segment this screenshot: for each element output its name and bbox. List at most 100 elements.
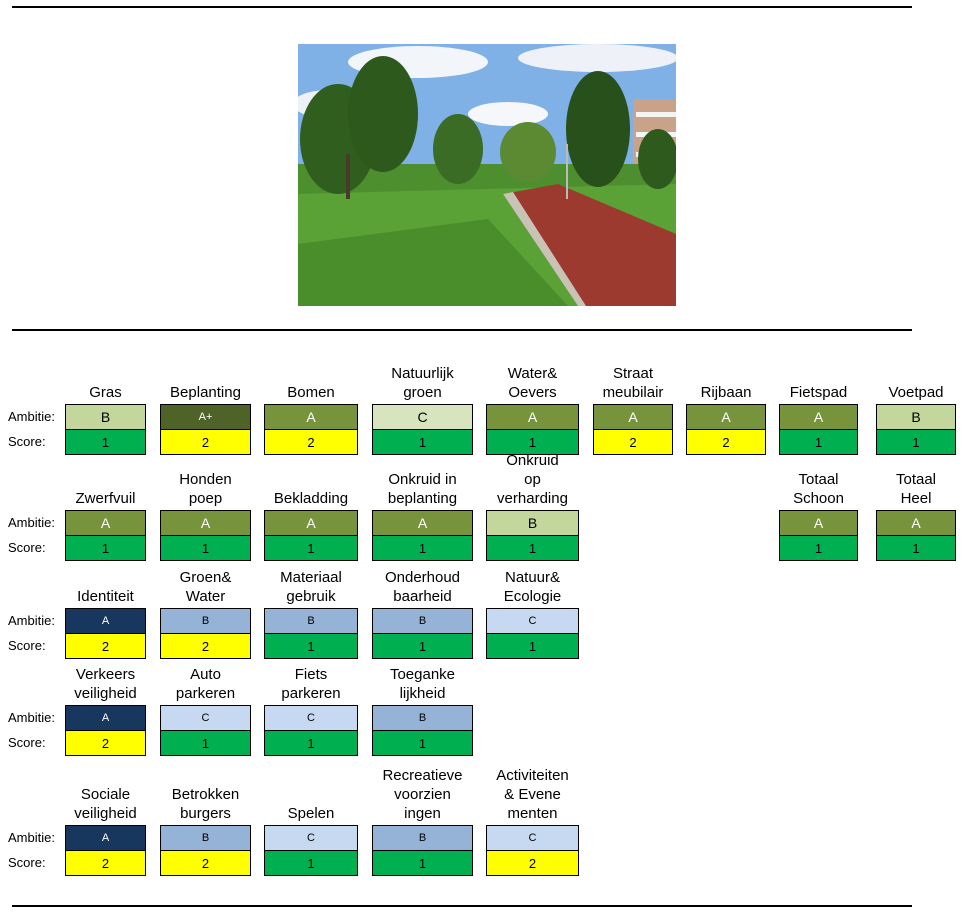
indicator-label-water-oevers: Water& Oevers [507,365,558,401]
indicator-label-bekladding: Bekladding [273,490,349,507]
score-cell-groen-water: 2 [160,633,251,659]
indicator-label-voetpad: Voetpad [888,384,944,401]
ambitie-cell-fiets-parkeren: C [264,705,358,731]
score-row-label: Score: [8,638,46,653]
score-cell-zwerfvuil: 1 [65,535,146,561]
score-cell-gras: 1 [65,429,146,455]
ambitie-cell-identiteit: A [65,608,146,634]
indicator-label-onkruid-op-verharding: Onkruid op verharding [497,452,568,507]
indicator-label-recreatieve-voorzien-ingen: Recreatieve voorzien ingen [382,767,463,822]
ambitie-cell-auto-parkeren: C [160,705,251,731]
indicator-label-straat-meubilair: Straat meubilair [602,365,664,401]
indicator-label-bomen: Bomen [287,384,335,401]
score-cell-bekladding: 1 [264,535,358,561]
indicator-label-onkruid-in-beplanting: Onkruid in beplanting [387,471,458,507]
score-cell-sociale-veiligheid: 2 [65,850,146,876]
indicator-label-natuurlijk-groen: Natuurlijk groen [391,365,454,401]
bottom-rule [12,905,912,907]
score-cell-materiaal-gebruik: 1 [264,633,358,659]
score-row-label: Score: [8,855,46,870]
score-row-label: Score: [8,735,46,750]
ambitie-row-label: Ambitie: [8,710,55,725]
score-cell-fietspad: 1 [779,429,858,455]
indicator-label-betrokken-burgers: Betrokken burgers [171,786,240,822]
indicator-label-identiteit: Identiteit [77,588,134,605]
ambitie-cell-rijbaan: A [686,404,766,430]
score-cell-onkruid-op-verharding: 1 [486,535,579,561]
score-cell-totaal-schoon: 1 [779,535,858,561]
indicator-label-auto-parkeren: Auto parkeren [175,666,236,702]
score-cell-natuur-ecologie: 1 [486,633,579,659]
score-cell-voetpad: 1 [876,429,956,455]
indicator-label-activiteiten-evene-menten: Activiteiten & Evene menten [496,767,569,822]
ambitie-cell-betrokken-burgers: B [160,825,251,851]
ambitie-cell-verkeers-veiligheid: A [65,705,146,731]
ambitie-cell-totaal-heel: A [876,510,956,536]
indicator-label-natuur-ecologie: Natuur& Ecologie [503,569,562,605]
score-cell-natuurlijk-groen: 1 [372,429,473,455]
ambitie-cell-groen-water: B [160,608,251,634]
ambitie-cell-onderhoud-baarheid: B [372,608,473,634]
score-cell-verkeers-veiligheid: 2 [65,730,146,756]
indicator-label-groen-water: Groen& Water [179,569,232,605]
indicator-label-totaal-heel: Totaal Heel [895,471,937,507]
ambitie-cell-gras: B [65,404,146,430]
ambitie-cell-straat-meubilair: A [593,404,673,430]
indicator-label-verkeers-veiligheid: Verkeers veiligheid [74,666,137,702]
top-rule [12,6,912,8]
ambitie-cell-fietspad: A [779,404,858,430]
ambitie-row-label: Ambitie: [8,409,55,424]
indicator-label-materiaal-gebruik: Materiaal gebruik [280,569,342,605]
ambitie-cell-materiaal-gebruik: B [264,608,358,634]
score-cell-honden-poep: 1 [160,535,251,561]
score-cell-auto-parkeren: 1 [160,730,251,756]
ambitie-row-label: Ambitie: [8,613,55,628]
score-row-label: Score: [8,434,46,449]
score-cell-onkruid-in-beplanting: 1 [372,535,473,561]
ambitie-cell-onkruid-in-beplanting: A [372,510,473,536]
score-cell-identiteit: 2 [65,633,146,659]
score-cell-water-oevers: 1 [486,429,579,455]
ambitie-cell-natuur-ecologie: C [486,608,579,634]
ambitie-cell-bomen: A [264,404,358,430]
ambitie-cell-honden-poep: A [160,510,251,536]
indicator-label-honden-poep: Honden poep [179,471,232,507]
indicator-label-sociale-veiligheid: Sociale veiligheid [74,786,137,822]
score-cell-rijbaan: 2 [686,429,766,455]
ambitie-cell-zwerfvuil: A [65,510,146,536]
score-cell-totaal-heel: 1 [876,535,956,561]
score-cell-bomen: 2 [264,429,358,455]
park-photo [298,44,676,306]
indicator-label-beplanting: Beplanting [170,384,241,401]
score-cell-activiteiten-evene-menten: 2 [486,850,579,876]
ambitie-cell-spelen: C [264,825,358,851]
score-cell-beplanting: 2 [160,429,251,455]
ambitie-cell-water-oevers: A [486,404,579,430]
indicator-label-spelen: Spelen [287,805,335,822]
score-cell-toeganke-lijkheid: 1 [372,730,473,756]
ambitie-cell-natuurlijk-groen: C [372,404,473,430]
score-cell-recreatieve-voorzien-ingen: 1 [372,850,473,876]
indicator-label-gras: Gras [89,384,122,401]
ambitie-cell-voetpad: B [876,404,956,430]
score-cell-onderhoud-baarheid: 1 [372,633,473,659]
indicator-label-onderhoud-baarheid: Onderhoud baarheid [384,569,461,605]
ambitie-cell-toeganke-lijkheid: B [372,705,473,731]
indicator-label-rijbaan: Rijbaan [700,384,752,401]
score-cell-fiets-parkeren: 1 [264,730,358,756]
indicator-label-fietspad: Fietspad [789,384,848,401]
ambitie-cell-sociale-veiligheid: A [65,825,146,851]
indicator-label-toeganke-lijkheid: Toeganke lijkheid [389,666,456,702]
indicator-label-fiets-parkeren: Fiets parkeren [281,666,341,702]
ambitie-row-label: Ambitie: [8,515,55,530]
score-cell-betrokken-burgers: 2 [160,850,251,876]
score-cell-straat-meubilair: 2 [593,429,673,455]
indicator-label-zwerfvuil: Zwerfvuil [75,490,136,507]
score-cell-spelen: 1 [264,850,358,876]
ambitie-row-label: Ambitie: [8,830,55,845]
ambitie-cell-activiteiten-evene-menten: C [486,825,579,851]
score-row-label: Score: [8,540,46,555]
ambitie-cell-beplanting: A+ [160,404,251,430]
middle-rule [12,329,912,331]
ambitie-cell-totaal-schoon: A [779,510,858,536]
